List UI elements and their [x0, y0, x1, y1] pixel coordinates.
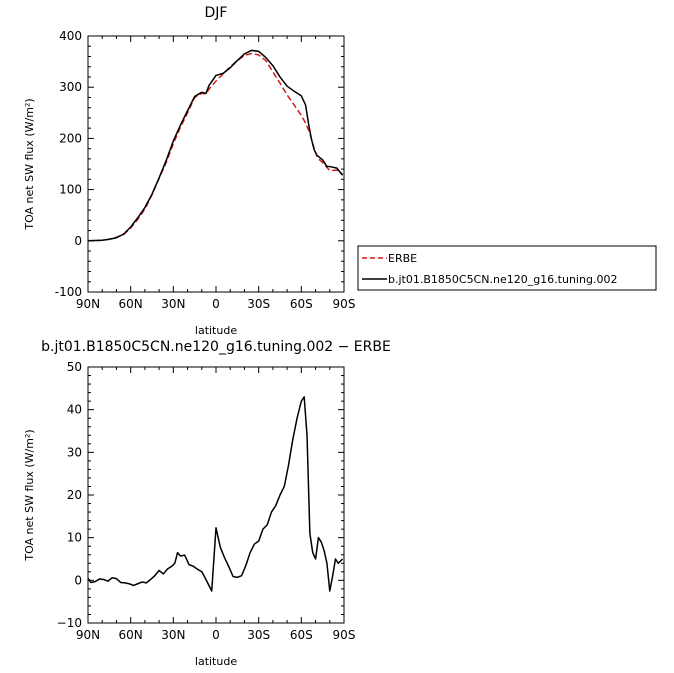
bottom-x-tick-label: 60S [290, 628, 313, 642]
bottom-series-line-difference [87, 396, 344, 592]
legend-label-model: b.jt01.B1850C5CN.ne120_g16.tuning.002 [388, 273, 617, 286]
bottom-x-tick-label: 90S [333, 628, 356, 642]
bottom-x-tick-label: 60N [119, 628, 143, 642]
legend: ERBE b.jt01.B1850C5CN.ne120_g16.tuning.0… [357, 245, 657, 291]
bottom-y-tick-label: 20 [67, 488, 82, 502]
top-plot-frame [87, 35, 345, 293]
bottom-plot-frame [87, 366, 345, 624]
top-y-tick-label: -100 [55, 285, 82, 299]
bottom-y-tick-label: 30 [67, 445, 82, 459]
bottom-y-tick-label: 0 [74, 573, 82, 587]
bottom-chart-title: b.jt01.B1850C5CN.ne120_g16.tuning.002 − … [41, 339, 391, 355]
top-x-tick-label: 60S [290, 297, 313, 311]
top-x-axis-label: latitude [195, 324, 237, 337]
bottom-ticks: 90N 60N 30N 0 30S 60S 90S −10 0 10 20 30 40 50 [57, 360, 356, 642]
legend-label-erbe: ERBE [388, 252, 417, 265]
bottom-y-tick-label: 10 [67, 531, 82, 545]
top-x-tick-label: 30N [161, 297, 185, 311]
bottom-y-tick-label: −10 [57, 616, 82, 630]
bottom-y-tick-label: 50 [67, 360, 82, 374]
top-x-tick-label: 0 [212, 297, 220, 311]
top-y-axis-label: TOA net SW flux (W/m²) [23, 98, 36, 230]
top-y-tick-label: 200 [59, 131, 82, 145]
top-panel: DJF 90N 60N 30N 0 30S 60S 90S -100 0 100 200 300 400… [23, 5, 355, 337]
bottom-y-axis-label: TOA net SW flux (W/m²) [23, 429, 36, 561]
bottom-x-tick-label: 30S [247, 628, 270, 642]
top-y-tick-label: 0 [74, 234, 82, 248]
bottom-x-axis-label: latitude [195, 655, 237, 668]
top-ticks: 90N 60N 30N 0 30S 60S 90S -100 0 100 200 300 400 [55, 29, 356, 311]
top-y-tick-label: 300 [59, 80, 82, 94]
bottom-x-tick-label: 90N [76, 628, 100, 642]
top-series-line-erbe [87, 52, 344, 242]
bottom-x-tick-label: 30N [161, 628, 185, 642]
bottom-y-tick-label: 40 [67, 403, 82, 417]
top-series-line-b-jt01-b1850c5cn-ne120-g16-tuning-002 [87, 49, 344, 242]
bottom-x-tick-label: 0 [212, 628, 220, 642]
top-y-tick-label: 100 [59, 183, 82, 197]
top-x-tick-label: 90S [333, 297, 356, 311]
top-series-lines [87, 49, 344, 242]
top-x-tick-label: 30S [247, 297, 270, 311]
top-y-tick-label: 400 [59, 29, 82, 43]
top-x-tick-label: 90N [76, 297, 100, 311]
bottom-series-lines [87, 396, 344, 592]
top-x-tick-label: 60N [119, 297, 143, 311]
top-chart-title: DJF [205, 5, 228, 21]
bottom-panel: b.jt01.B1850C5CN.ne120_g16.tuning.002 − … [23, 339, 391, 668]
legend-box [357, 245, 657, 291]
